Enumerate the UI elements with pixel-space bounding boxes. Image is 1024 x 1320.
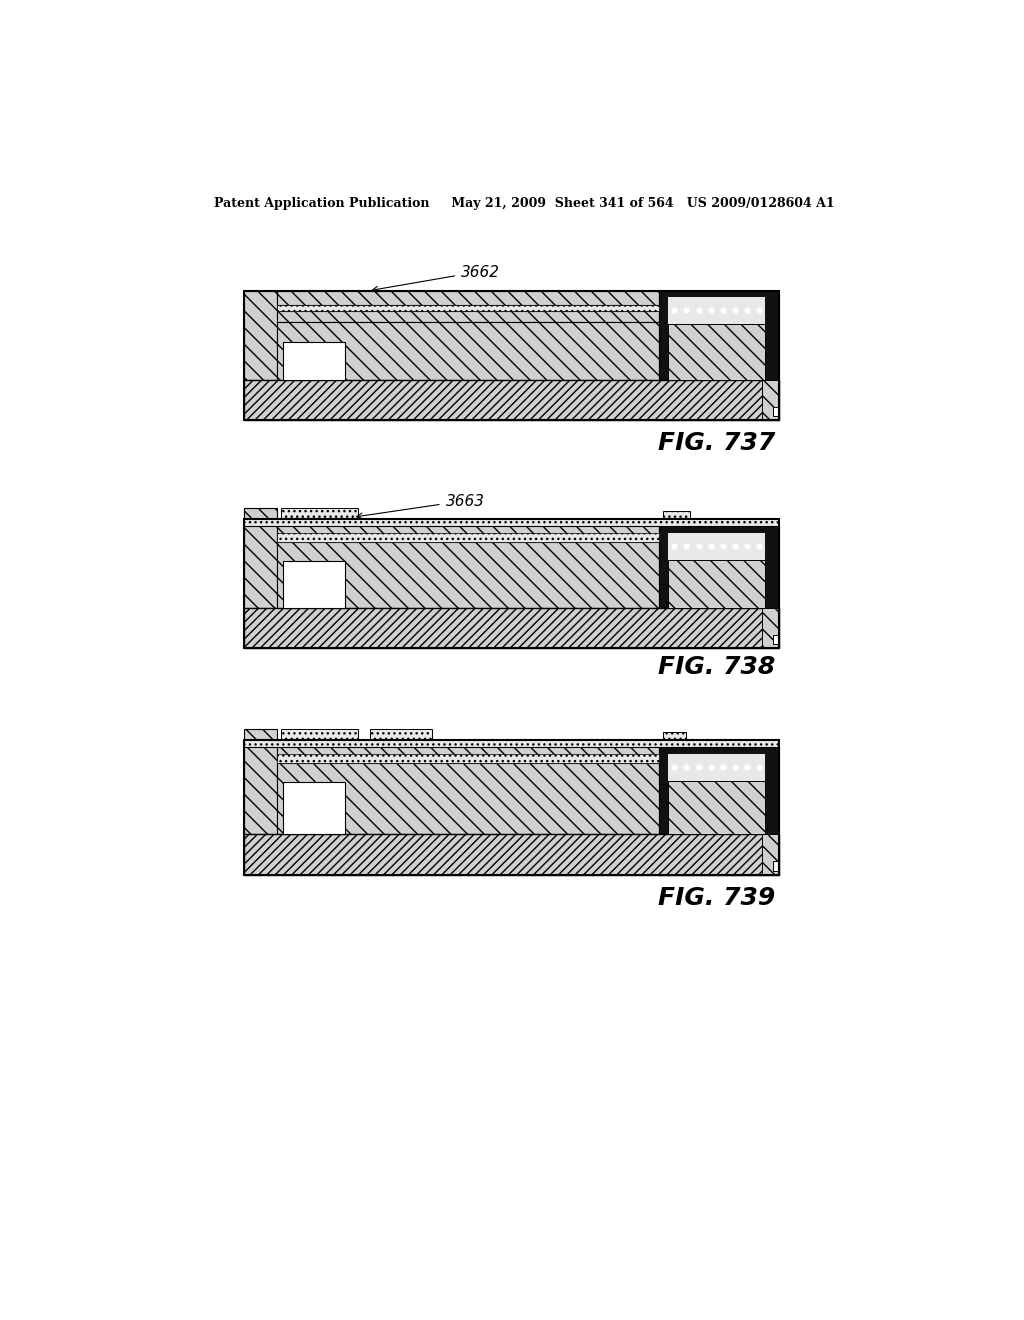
Text: 3662: 3662: [461, 265, 501, 280]
Bar: [276, 322, 658, 380]
Bar: [245, 739, 779, 747]
Bar: [669, 297, 765, 323]
Bar: [245, 519, 779, 527]
Bar: [276, 533, 658, 543]
Bar: [773, 862, 779, 871]
Bar: [669, 780, 765, 834]
Bar: [762, 380, 779, 420]
Bar: [245, 508, 276, 519]
Bar: [669, 533, 765, 560]
Bar: [762, 834, 779, 875]
Bar: [245, 739, 779, 875]
Bar: [276, 527, 658, 543]
Bar: [283, 561, 345, 609]
Bar: [276, 763, 658, 834]
Bar: [762, 609, 779, 648]
Bar: [663, 733, 686, 739]
Text: FIG. 738: FIG. 738: [658, 655, 775, 678]
Bar: [281, 729, 358, 739]
Bar: [669, 323, 765, 380]
Bar: [245, 609, 779, 648]
Bar: [773, 407, 779, 416]
Bar: [276, 305, 658, 312]
Bar: [245, 527, 276, 609]
Bar: [669, 560, 765, 609]
Bar: [245, 290, 779, 420]
Bar: [283, 781, 345, 834]
Bar: [669, 754, 765, 780]
Bar: [276, 312, 658, 322]
Bar: [658, 290, 779, 420]
Bar: [276, 747, 658, 763]
Text: Patent Application Publication     May 21, 2009  Sheet 341 of 564   US 2009/0128: Patent Application Publication May 21, 2…: [214, 197, 836, 210]
Bar: [245, 290, 276, 380]
Bar: [658, 527, 779, 648]
Bar: [276, 754, 658, 763]
Text: 3663: 3663: [445, 494, 484, 508]
Bar: [773, 635, 779, 644]
Bar: [245, 834, 779, 875]
Bar: [276, 543, 658, 609]
Bar: [245, 747, 276, 834]
Bar: [658, 747, 779, 875]
Bar: [245, 729, 276, 739]
Bar: [281, 508, 358, 519]
Bar: [276, 290, 658, 305]
Bar: [663, 511, 690, 519]
Text: FIG. 739: FIG. 739: [658, 886, 775, 909]
Bar: [283, 342, 345, 380]
Bar: [245, 519, 779, 648]
Text: FIG. 737: FIG. 737: [658, 432, 775, 455]
Bar: [370, 729, 432, 739]
Bar: [245, 380, 779, 420]
